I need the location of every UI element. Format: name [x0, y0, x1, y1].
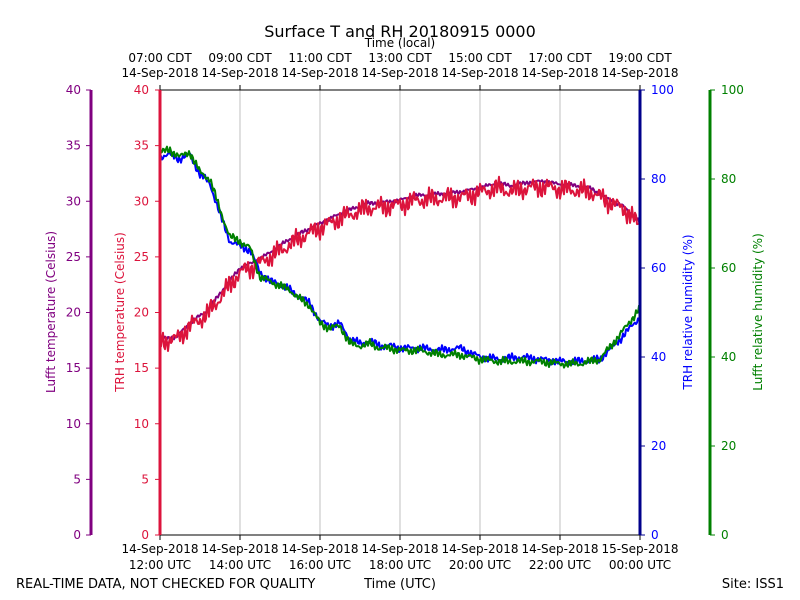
lufft_temp-tick-label-1: 5: [73, 472, 81, 486]
bottom-tick-date-1: 14-Sep-2018: [201, 542, 278, 556]
site-label: Site: ISS1: [722, 577, 784, 592]
trh_temp-tick-label-6: 30: [134, 194, 149, 208]
trh_rh-tick-label-4: 80: [651, 172, 666, 186]
top-tick-time-1: 09:00 CDT: [208, 51, 272, 65]
lufft_temp-tick-label-7: 35: [66, 139, 81, 153]
lufft_rh-tick-label-2: 40: [721, 350, 736, 364]
series-trh-temperature: [159, 175, 641, 352]
top-tick-date-0: 14-Sep-2018: [121, 66, 198, 80]
trh_rh-tick-label-3: 60: [651, 261, 666, 275]
top-tick-time-2: 11:00 CDT: [288, 51, 352, 65]
top-tick-date-3: 14-Sep-2018: [361, 66, 438, 80]
trh_temp-tick-label-8: 40: [134, 83, 149, 97]
chart-title: Surface T and RH 20180915 0000: [264, 22, 536, 41]
bottom-tick-time-6: 00:00 UTC: [609, 558, 671, 572]
bottom-tick-time-2: 16:00 UTC: [289, 558, 351, 572]
top-tick-date-1: 14-Sep-2018: [201, 66, 278, 80]
top-tick-date-5: 14-Sep-2018: [521, 66, 598, 80]
bottom-tick-time-5: 22:00 UTC: [529, 558, 591, 572]
lufft_temp-tick-label-6: 30: [66, 194, 81, 208]
lufft_rh-tick-label-5: 100: [721, 83, 744, 97]
trh_temp-tick-label-3: 15: [134, 361, 149, 375]
trh-temp-axis-label: TRH temperature (Celsius): [113, 232, 127, 393]
bottom-tick-time-3: 18:00 UTC: [369, 558, 431, 572]
trh-rh-axis-label: TRH relative humidity (%): [681, 234, 695, 390]
lufft_temp-tick-label-2: 10: [66, 417, 81, 431]
top-tick-date-4: 14-Sep-2018: [441, 66, 518, 80]
trh_rh-tick-label-1: 20: [651, 439, 666, 453]
bottom-tick-time-0: 12:00 UTC: [129, 558, 191, 572]
trh_temp-tick-label-5: 25: [134, 250, 149, 264]
trh_temp-tick-label-7: 35: [134, 139, 149, 153]
series-trh-relative-humidity: [159, 151, 641, 366]
trh_temp-tick-label-2: 10: [134, 417, 149, 431]
top-tick-date-2: 14-Sep-2018: [281, 66, 358, 80]
bottom-tick-date-0: 14-Sep-2018: [121, 542, 198, 556]
top-tick-date-6: 14-Sep-2018: [601, 66, 678, 80]
trh_temp-tick-label-1: 5: [141, 472, 149, 486]
lufft_temp-tick-label-8: 40: [66, 83, 81, 97]
lufft_temp-tick-label-0: 0: [73, 528, 81, 542]
trh_temp-tick-label-4: 20: [134, 306, 149, 320]
axis-ticks: 14-Sep-2018 12:00 UTC 14-Sep-2018 14:00 UTC…: [66, 51, 744, 572]
top-tick-time-6: 19:00 CDT: [608, 51, 672, 65]
top-tick-time-3: 13:00 CDT: [368, 51, 432, 65]
bottom-tick-date-5: 14-Sep-2018: [521, 542, 598, 556]
bottom-tick-date-3: 14-Sep-2018: [361, 542, 438, 556]
bottom-tick-time-4: 20:00 UTC: [449, 558, 511, 572]
top-tick-time-5: 17:00 CDT: [528, 51, 592, 65]
lufft-temp-axis-label: Lufft temperature (Celsius): [44, 231, 58, 393]
quality-disclaimer: REAL-TIME DATA, NOT CHECKED FOR QUALITY: [16, 577, 315, 592]
lufft_rh-tick-label-3: 60: [721, 261, 736, 275]
bottom-tick-date-6: 15-Sep-2018: [601, 542, 678, 556]
trh_temp-tick-label-0: 0: [141, 528, 149, 542]
lufft-rh-axis-label: Lufft relative humidity (%): [751, 233, 765, 391]
lufft_temp-tick-label-4: 20: [66, 306, 81, 320]
bottom-tick-time-1: 14:00 UTC: [209, 558, 271, 572]
lufft_temp-tick-label-3: 15: [66, 361, 81, 375]
series-lufft-relative-humidity: [159, 145, 641, 369]
gridlines: [239, 90, 561, 535]
top-tick-time-4: 15:00 CDT: [448, 51, 512, 65]
series-layer: [159, 145, 641, 369]
lufft_rh-tick-label-1: 20: [721, 439, 736, 453]
lufft_temp-tick-label-5: 25: [66, 250, 81, 264]
trh_rh-tick-label-2: 40: [651, 350, 666, 364]
lufft_rh-tick-label-0: 0: [721, 528, 729, 542]
top-tick-time-0: 07:00 CDT: [128, 51, 192, 65]
top-x-axis-label: Time (local): [364, 36, 436, 50]
lufft_rh-tick-label-4: 80: [721, 172, 736, 186]
bottom-tick-date-4: 14-Sep-2018: [441, 542, 518, 556]
bottom-tick-date-2: 14-Sep-2018: [281, 542, 358, 556]
trh_rh-tick-label-0: 0: [651, 528, 659, 542]
trh_rh-tick-label-5: 100: [651, 83, 674, 97]
bottom-x-axis-label: Time (UTC): [363, 577, 436, 592]
